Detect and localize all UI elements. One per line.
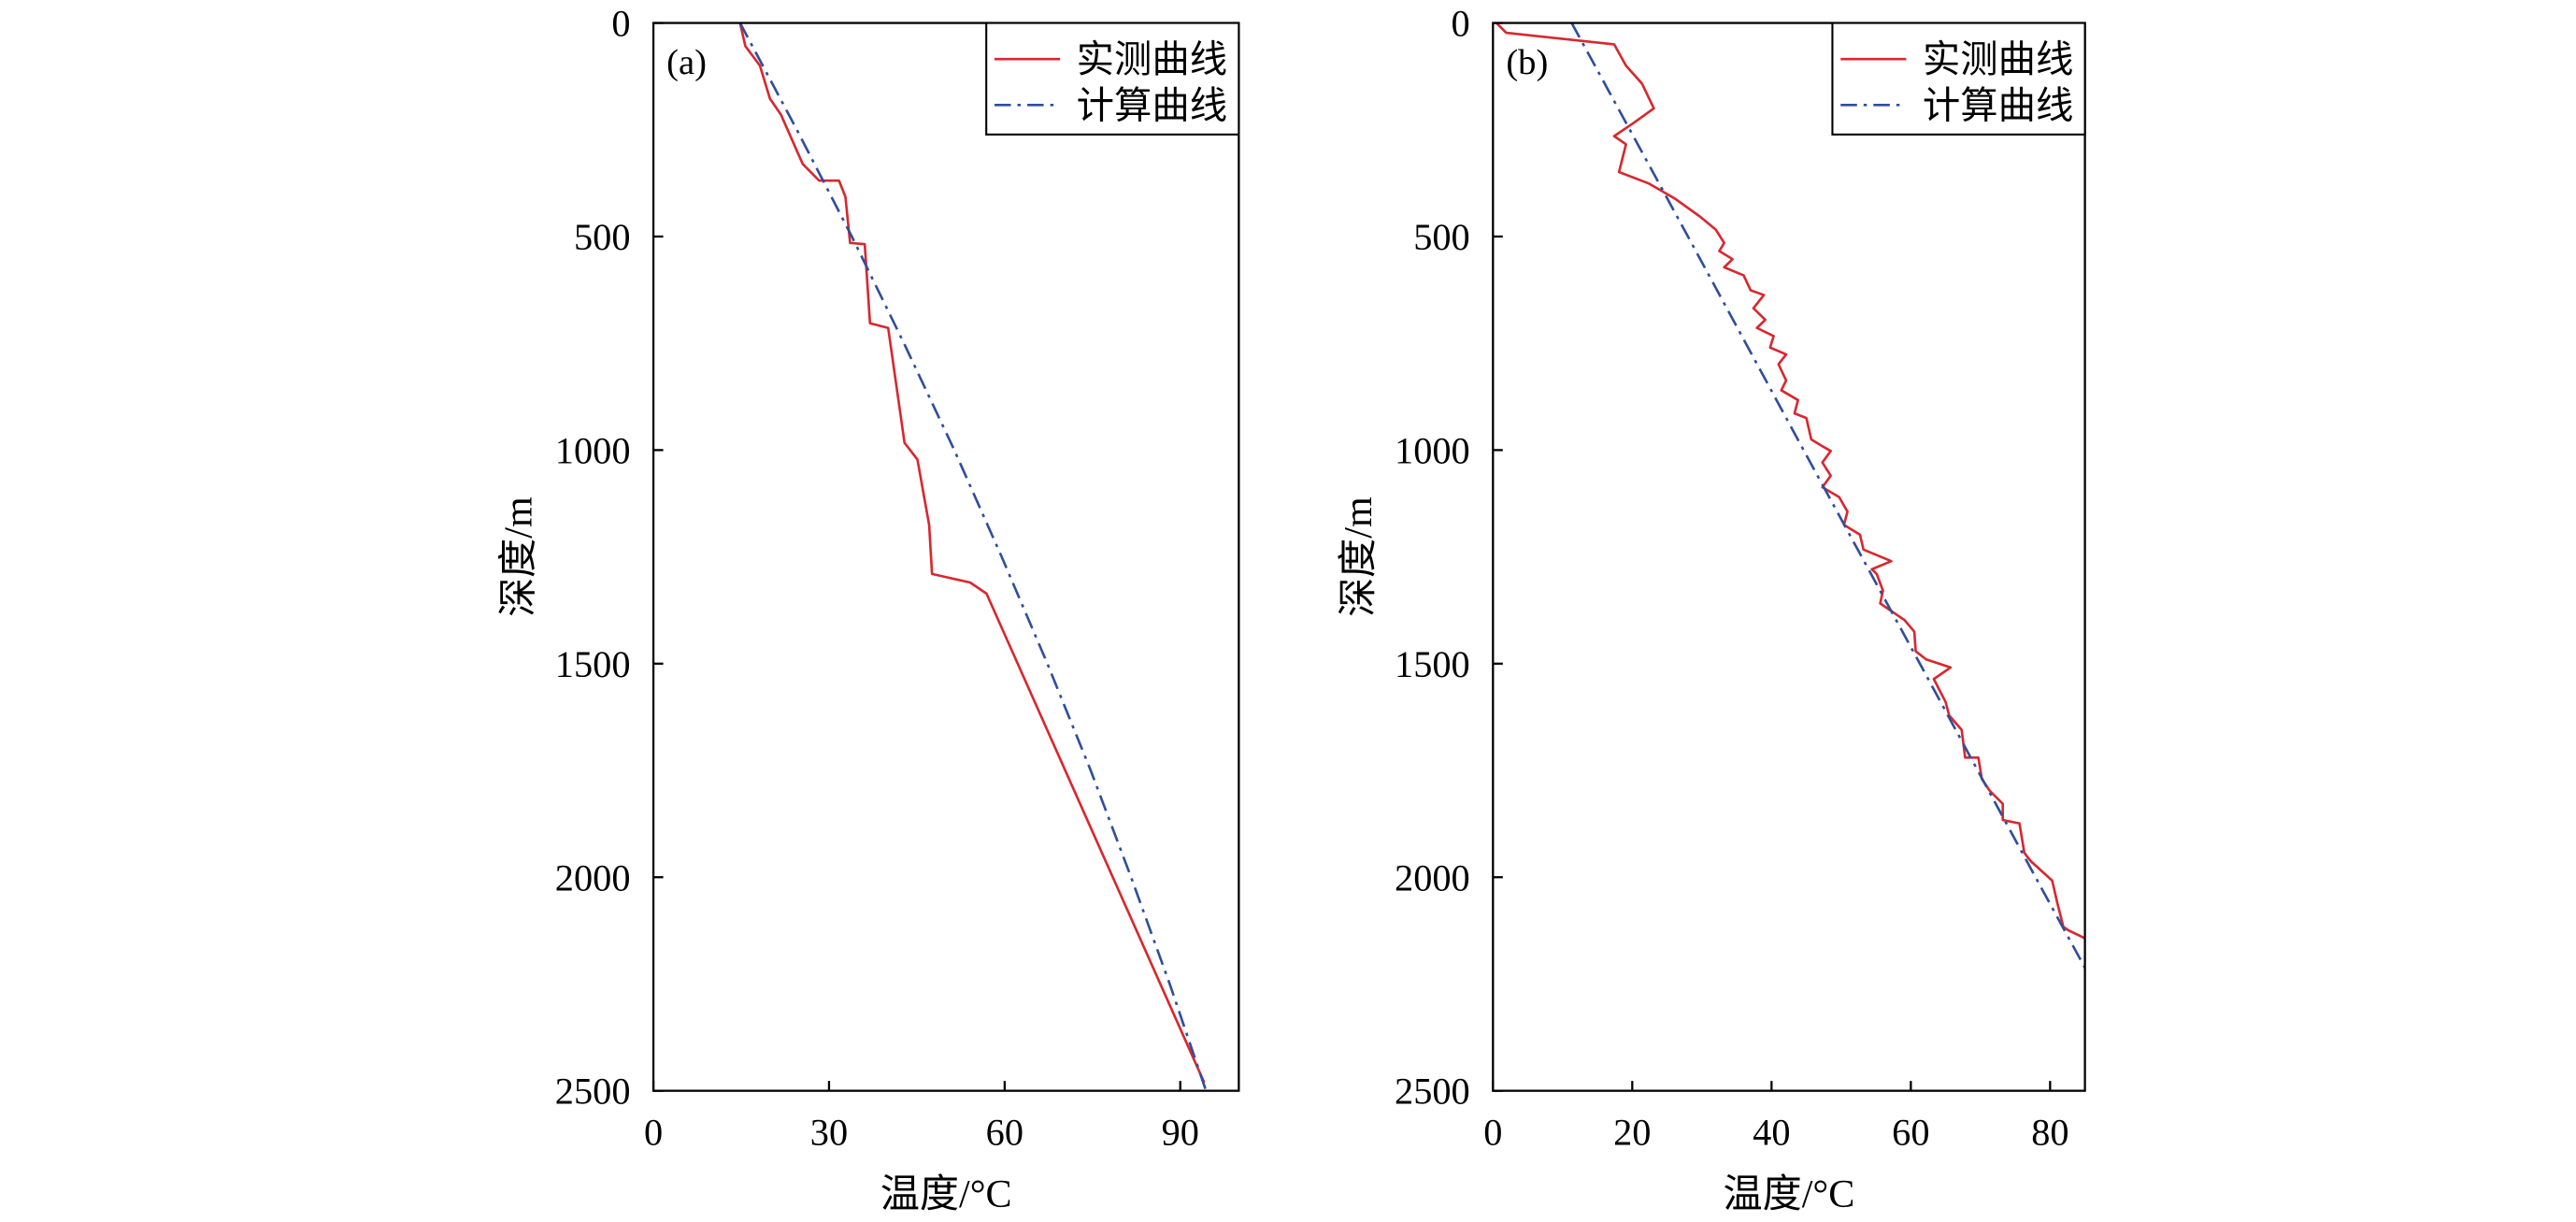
panel-b-calculated-curve-line bbox=[1570, 22, 2085, 969]
panel-b-x-axis-title: 温度/°C bbox=[1724, 1172, 1855, 1216]
panel-b-y-tick-label: 500 bbox=[1413, 216, 1470, 258]
panel-b-plot-frame bbox=[1492, 22, 2086, 1092]
panel-b-y-tick-label: 1000 bbox=[1395, 429, 1470, 471]
panel-a-measured-curve-line bbox=[738, 22, 1206, 1084]
legend-label-measured-curve: 实测曲线 bbox=[1077, 38, 1227, 80]
panel-a-panel-label: (a) bbox=[666, 43, 707, 82]
panel-b-y-tick-label: 2500 bbox=[1395, 1071, 1470, 1113]
panel-a-y-tick-label: 500 bbox=[574, 216, 631, 258]
legend-label-calculated-curve: 计算曲线 bbox=[1923, 84, 2073, 126]
panel-a: 0 500 1000 1500 2000 2500 0 30 60 90 温度/°C 深度/m (a) 实… bbox=[497, 3, 1240, 1216]
panel-a-x-tick-label: 90 bbox=[1162, 1112, 1199, 1154]
panel-b-x-tick-label: 60 bbox=[1892, 1112, 1929, 1154]
panel-b-y-tick-label: 2000 bbox=[1395, 856, 1470, 899]
panel-b-panel-label: (b) bbox=[1506, 43, 1548, 82]
panel-a-y-tick-label: 1500 bbox=[555, 643, 631, 685]
panel-b-x-tick-label: 80 bbox=[2031, 1112, 2068, 1154]
panel-a-y-tick-label: 0 bbox=[611, 3, 630, 45]
panel-a-y-tick-label: 1000 bbox=[555, 429, 631, 471]
panel-a-x-tick-label: 60 bbox=[986, 1112, 1023, 1154]
legend-box bbox=[985, 22, 1240, 136]
panel-b-y-axis-title: 深度/m bbox=[1337, 496, 1381, 617]
panel-a-x-axis-title: 温度/°C bbox=[880, 1172, 1012, 1216]
legend-box bbox=[1831, 22, 2086, 136]
panel-b-x-tick-label: 40 bbox=[1753, 1112, 1790, 1154]
panel-a-plot-frame bbox=[651, 22, 1240, 1092]
panel-a-x-tick-label: 30 bbox=[810, 1112, 848, 1154]
panel-a-y-axis-title: 深度/m bbox=[497, 496, 541, 617]
legend-label-calculated-curve: 计算曲线 bbox=[1077, 84, 1227, 126]
panel-a-y-tick-label: 2000 bbox=[555, 856, 631, 899]
panel-b-y-tick-label: 1500 bbox=[1395, 643, 1470, 685]
panel-b-x-tick-label: 0 bbox=[1483, 1112, 1502, 1154]
panel-b-measured-curve-line bbox=[1496, 22, 2085, 940]
panel-b-x-tick-label: 20 bbox=[1613, 1112, 1651, 1154]
panel-b-y-tick-label: 0 bbox=[1452, 3, 1470, 45]
panel-a-x-tick-label: 0 bbox=[644, 1112, 663, 1154]
panel-a-y-tick-label: 2500 bbox=[555, 1071, 631, 1113]
panel-a-calculated-curve-line bbox=[738, 22, 1208, 1091]
legend-label-measured-curve: 实测曲线 bbox=[1923, 38, 2073, 80]
panel-b: 0 500 1000 1500 2000 2500 0 20 40 60 80 温度/°C 深度/m (b… bbox=[1337, 3, 2086, 1216]
